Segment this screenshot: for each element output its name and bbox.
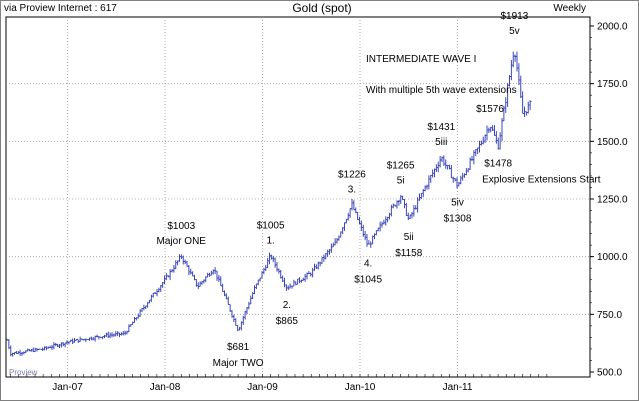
x-tick-label: Jan-09	[247, 382, 278, 393]
x-axis: Jan-07 Jan-08 Jan-09 Jan-10 Jan-11	[10, 374, 548, 393]
wave-label: 5ii	[404, 232, 414, 243]
wave-label: $1005	[257, 221, 285, 232]
chart-title: Gold (spot)	[292, 1, 351, 15]
wave-label: Major ONE	[157, 236, 207, 247]
wave-label: $1431	[427, 122, 455, 133]
wave-label: $1478	[484, 158, 512, 169]
proview-watermark: Proview	[9, 368, 38, 377]
wave-label: $681	[227, 342, 250, 353]
wave-annotations: $1003 Major ONE $681 Major TWO $1005 1. 2. $865…	[157, 11, 601, 369]
wave-label: $1045	[354, 274, 382, 285]
x-tick-label: Jan-07	[52, 382, 83, 393]
wave-label: 2.	[283, 300, 291, 311]
wave-label: 4.	[364, 258, 372, 269]
y-tick-label: 1750.0	[597, 79, 628, 90]
y-tick-label: 750.0	[597, 310, 622, 321]
wave-label: Major TWO	[213, 358, 264, 369]
wave-label: 1.	[266, 236, 274, 247]
interval-label: Weekly	[553, 3, 586, 14]
wave-note-title: INTERMEDIATE WAVE I	[366, 54, 476, 65]
price-bars	[5, 51, 532, 357]
wave-label: $865	[276, 316, 299, 327]
x-tick-label: Jan-10	[345, 382, 376, 393]
y-tick-label: 2000.0	[597, 22, 628, 33]
wave-label: 3.	[348, 185, 356, 196]
y-axis: 2000.0 1750.0 1500.0 1250.0 1000.0 750.0 500.0	[590, 22, 628, 379]
wave-label: $1265	[387, 161, 415, 172]
wave-label: $1226	[338, 170, 366, 181]
x-tick-label: Jan-08	[150, 382, 181, 393]
x-tick-label: Jan-11	[443, 382, 473, 393]
wave-label: $1308	[444, 214, 472, 225]
wave-label: Explosive Extensions Start	[482, 174, 601, 185]
wave-label: $1576	[476, 104, 504, 115]
wave-label: 5iv	[451, 198, 464, 209]
wave-note-subtitle: With multiple 5th wave extensions	[366, 85, 517, 96]
grid-lines	[6, 17, 590, 377]
plot-frame	[5, 16, 591, 378]
y-tick-label: 1250.0	[597, 195, 628, 206]
wave-label: 5iii	[435, 137, 447, 148]
wave-label: $1913	[500, 11, 528, 22]
source-label: via Proview Internet : 617	[4, 3, 117, 14]
wave-label: 5i	[397, 176, 405, 187]
y-tick-label: 1000.0	[597, 252, 628, 263]
wave-label: 5v	[509, 26, 520, 37]
y-tick-label: 500.0	[597, 368, 622, 379]
wave-label: $1158	[395, 248, 423, 259]
wave-label: $1003	[167, 221, 195, 232]
y-tick-label: 1500.0	[597, 137, 628, 148]
